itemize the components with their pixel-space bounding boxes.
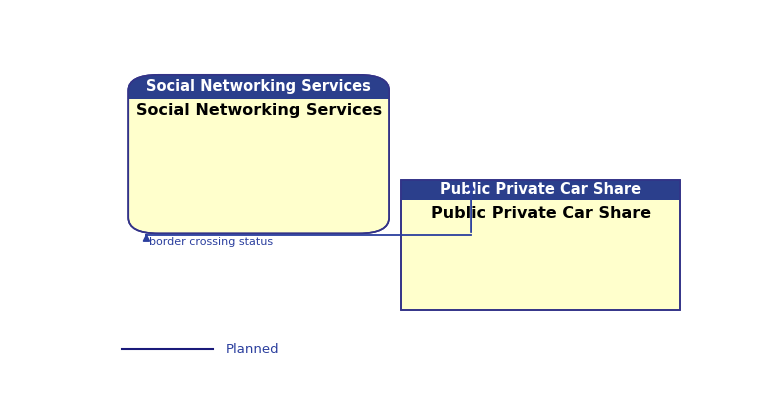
Bar xyxy=(128,86,389,98)
FancyBboxPatch shape xyxy=(128,75,389,234)
Text: Social Networking Services: Social Networking Services xyxy=(135,103,382,118)
Bar xyxy=(402,180,680,309)
Bar xyxy=(402,180,680,200)
Text: Social Networking Services: Social Networking Services xyxy=(146,79,371,94)
Text: Public Private Car Share: Public Private Car Share xyxy=(431,206,651,222)
Text: border crossing status: border crossing status xyxy=(150,236,273,247)
Bar xyxy=(402,180,680,309)
FancyBboxPatch shape xyxy=(128,75,389,98)
Text: Public Private Car Share: Public Private Car Share xyxy=(440,183,641,197)
Text: Planned: Planned xyxy=(226,343,279,356)
